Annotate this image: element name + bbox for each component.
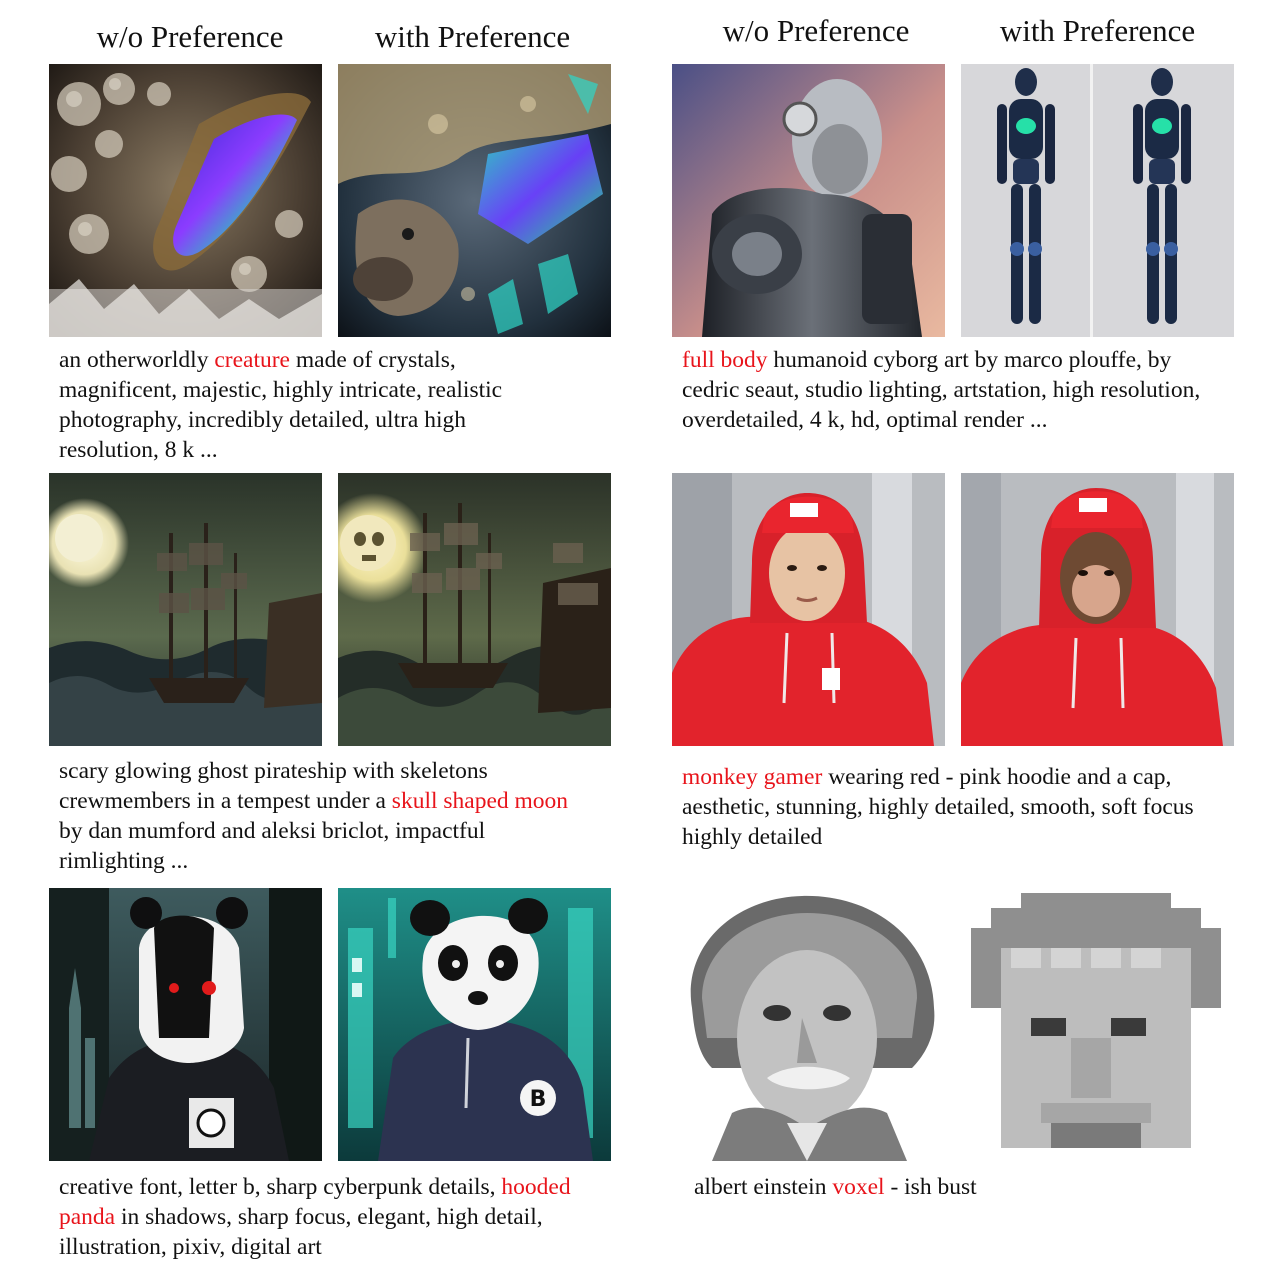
- header-left-with-preference: with Preference: [374, 19, 571, 54]
- crystal-creature-with-preference-image: [338, 64, 611, 337]
- ghost-ship-without-preference-image: [49, 473, 322, 746]
- caption-highlight: skull shaped moon: [391, 788, 569, 814]
- header-left-without-preference: w/o Preference: [96, 19, 284, 54]
- crystal-creature-caption: an otherworldly creature made of crystal…: [59, 345, 559, 465]
- caption-text: humanoid cyborg art by marco plouffe, by…: [682, 347, 1201, 433]
- caption-text: creative font, letter b, sharp cyberpunk…: [59, 1174, 502, 1200]
- caption-text: in shadows, sharp focus, elegant, high d…: [59, 1204, 543, 1260]
- header-right-without-preference: w/o Preference: [722, 13, 910, 48]
- caption-text: by dan mumford and aleksi briclot, impac…: [59, 818, 486, 874]
- monkey-gamer-with-preference-image: [961, 473, 1234, 746]
- cyborg-caption: full body humanoid cyborg art by marco p…: [682, 345, 1222, 435]
- einstein-without-preference-image: [672, 888, 945, 1161]
- caption-highlight: creature: [214, 347, 290, 373]
- monkey-gamer-without-preference-image: [672, 473, 945, 746]
- header-right-with-preference: with Preference: [999, 13, 1196, 48]
- ghost-ship-with-preference-image: [338, 473, 611, 746]
- hooded-panda-caption: creative font, letter b, sharp cyberpunk…: [59, 1172, 599, 1262]
- caption-text: wearing red - pink hoodie and a cap, aes…: [682, 764, 1194, 850]
- caption-highlight: voxel: [832, 1174, 885, 1200]
- caption-text: an otherworldly: [59, 347, 215, 373]
- cyborg-with-preference-image: [961, 64, 1234, 337]
- hooded-panda-with-preference-image: B: [338, 888, 611, 1161]
- einstein-voxel-caption: albert einstein voxel - ish bust: [694, 1172, 1214, 1202]
- hooded-panda-without-preference-image: [49, 888, 322, 1161]
- crystal-creature-without-preference-image: [49, 64, 322, 337]
- caption-highlight: full body: [682, 347, 768, 373]
- monkey-gamer-caption: monkey gamer wearing red - pink hoodie a…: [682, 762, 1222, 852]
- caption-text: - ish bust: [884, 1174, 977, 1200]
- svg-text:B: B: [530, 1087, 547, 1112]
- cyborg-without-preference-image: [672, 64, 945, 337]
- caption-highlight: monkey gamer: [682, 764, 823, 790]
- caption-text: scary glowing ghost pirateship with skel…: [59, 758, 488, 814]
- einstein-with-preference-image: [961, 888, 1234, 1161]
- caption-text: made of crystals, magnificent, majestic,…: [59, 347, 503, 463]
- caption-highlight: hooded panda: [59, 1174, 571, 1230]
- ghost-ship-caption: scary glowing ghost pirateship with skel…: [59, 756, 589, 876]
- caption-text: albert einstein: [694, 1174, 833, 1200]
